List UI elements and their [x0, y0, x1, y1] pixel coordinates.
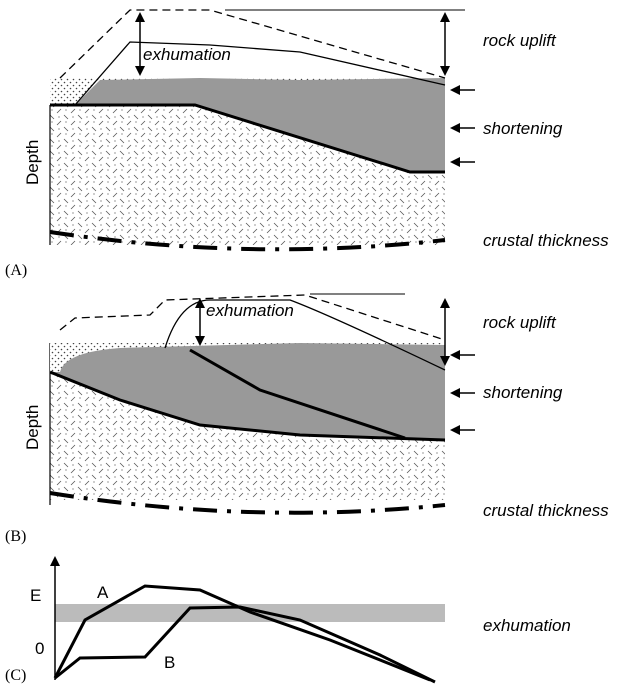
thrust — [189, 348, 406, 440]
label: shortening — [483, 119, 563, 138]
y-zero-label: 0 — [35, 639, 44, 658]
label: crustal thickness — [483, 501, 609, 520]
curve-a — [53, 584, 431, 682]
thrust — [50, 103, 445, 174]
y-top-label: E — [30, 586, 41, 605]
label: rock uplift — [483, 31, 557, 50]
panel-label: (C) — [5, 667, 26, 684]
uplift-profile — [59, 294, 446, 341]
panel-label: (B) — [5, 528, 26, 545]
uplift-profile — [59, 9, 446, 79]
moho — [49, 230, 446, 252]
label: shortening — [483, 383, 563, 402]
label: rock uplift — [483, 313, 557, 332]
erosion-profile — [74, 41, 446, 106]
thrust — [49, 370, 446, 442]
panel-label: (A) — [5, 262, 27, 279]
erosion-profile — [164, 299, 446, 371]
axis-label: Depth — [23, 405, 42, 450]
label: exhumation — [143, 45, 231, 64]
label: exhumation — [483, 616, 571, 635]
label: crustal thickness — [483, 231, 609, 250]
moho — [49, 491, 446, 515]
label: exhumation — [206, 301, 294, 320]
panel-c: E 0 A B exhumation (C) — [5, 556, 571, 684]
curve-label: A — [97, 583, 109, 602]
wedge — [50, 78, 445, 172]
wedge — [50, 343, 445, 440]
panel-a: exhumation rock uplift shortening crusta… — [5, 9, 609, 279]
curve-b — [54, 605, 436, 684]
curve-label: B — [164, 653, 175, 672]
axis-label: Depth — [23, 140, 42, 185]
panel-b: exhumation rock uplift shortening crusta… — [5, 293, 609, 545]
